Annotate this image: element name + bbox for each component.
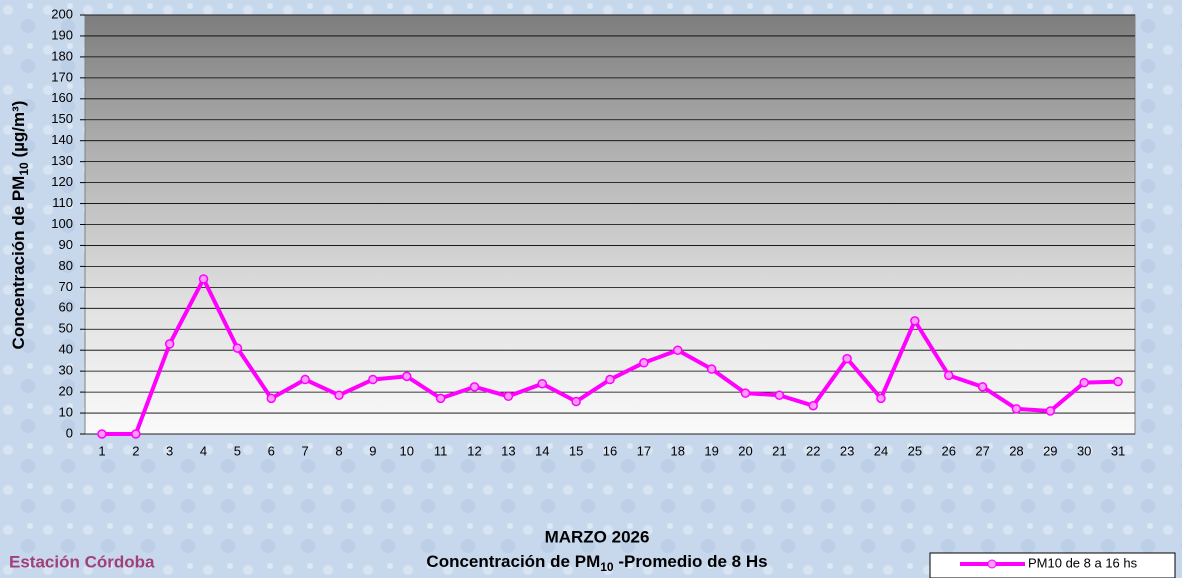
y-tick-label: 180 <box>51 48 73 63</box>
x-tick-label: 22 <box>806 443 820 458</box>
y-tick-label: 150 <box>51 111 73 126</box>
data-point <box>471 383 479 391</box>
y-label-text: Concentración de PM <box>9 176 28 350</box>
x-tick-label: 20 <box>738 443 752 458</box>
data-point <box>200 275 208 283</box>
x-tick-label: 5 <box>234 443 241 458</box>
x-tick-label: 14 <box>535 443 549 458</box>
y-tick-label: 80 <box>59 258 73 273</box>
data-point <box>301 376 309 384</box>
x-tick-label: 27 <box>975 443 989 458</box>
y-tick-label: 130 <box>51 153 73 168</box>
x-tick-label: 6 <box>268 443 275 458</box>
y-tick-label: 60 <box>59 300 73 315</box>
y-tick-label: 100 <box>51 216 73 231</box>
x-tick-label: 3 <box>166 443 173 458</box>
y-tick-label: 70 <box>59 279 73 294</box>
data-point <box>132 430 140 438</box>
x-tick-label: 13 <box>501 443 515 458</box>
x-tick-label: 18 <box>671 443 685 458</box>
station: Estación Córdoba <box>9 552 155 571</box>
chart: Concentración de PM10 (µg/m³) MARZO 2026… <box>0 0 1182 578</box>
data-point <box>538 380 546 388</box>
y-tick-label: 140 <box>51 132 73 147</box>
subtitle-rest: -Promedio de 8 Hs <box>614 552 768 571</box>
data-point <box>1114 378 1122 386</box>
data-point <box>843 355 851 363</box>
y-tick-label: 0 <box>66 425 73 440</box>
data-point <box>674 346 682 354</box>
x-tick-label: 21 <box>772 443 786 458</box>
data-point <box>775 391 783 399</box>
data-point <box>1046 407 1054 415</box>
x-tick-label: 29 <box>1043 443 1057 458</box>
y-tick-label: 10 <box>59 404 73 419</box>
data-point <box>809 402 817 410</box>
data-point <box>437 394 445 402</box>
x-tick-label: 10 <box>400 443 414 458</box>
data-point <box>945 371 953 379</box>
legend-marker <box>988 560 996 568</box>
y-tick-label: 160 <box>51 90 73 105</box>
subtitle-text: Concentración de PM <box>426 552 600 571</box>
x-tick-label: 15 <box>569 443 583 458</box>
data-point <box>979 383 987 391</box>
data-point <box>335 391 343 399</box>
y-tick-label: 90 <box>59 237 73 252</box>
data-point <box>741 389 749 397</box>
x-tick-label: 16 <box>603 443 617 458</box>
x-tick-label: 23 <box>840 443 854 458</box>
data-point <box>504 392 512 400</box>
x-tick-label: 17 <box>637 443 651 458</box>
x-tick-label: 26 <box>941 443 955 458</box>
y-tick-label: 170 <box>51 69 73 84</box>
data-point <box>606 376 614 384</box>
chart-subtitle: Concentración de PM10 -Promedio de 8 Hs <box>426 552 767 574</box>
chart-title: MARZO 2026 <box>545 527 650 546</box>
y-tick-label: 50 <box>59 321 73 336</box>
data-point <box>369 376 377 384</box>
x-tick-label: 30 <box>1077 443 1091 458</box>
data-point <box>403 372 411 380</box>
y-tick-label: 190 <box>51 27 73 42</box>
y-tick-label: 40 <box>59 342 73 357</box>
y-tick-label: 120 <box>51 174 73 189</box>
subtitle-sub: 10 <box>600 560 614 574</box>
x-tick-label: 31 <box>1111 443 1125 458</box>
data-point <box>1080 379 1088 387</box>
x-tick-label: 8 <box>335 443 342 458</box>
data-point <box>877 394 885 402</box>
data-point <box>572 398 580 406</box>
y-tick-label: 200 <box>51 6 73 21</box>
x-tick-label: 7 <box>302 443 309 458</box>
data-point <box>911 317 919 325</box>
y-tick-label: 20 <box>59 384 73 399</box>
x-tick-label: 25 <box>908 443 922 458</box>
y-tick-label: 110 <box>52 195 73 210</box>
y-label-sub: 10 <box>17 162 31 176</box>
legend-label: PM10 de 8 a 16 hs <box>1028 555 1138 570</box>
data-point <box>166 340 174 348</box>
x-tick-label: 1 <box>98 443 105 458</box>
x-tick-label: 2 <box>132 443 139 458</box>
y-label-unit: (µg/m³) <box>9 101 28 163</box>
data-point <box>640 359 648 367</box>
data-point <box>98 430 106 438</box>
x-tick-label: 12 <box>467 443 481 458</box>
data-point <box>233 344 241 352</box>
x-tick-label: 28 <box>1009 443 1023 458</box>
x-tick-label: 11 <box>434 443 448 458</box>
y-tick-label: 30 <box>59 363 73 378</box>
x-tick-label: 4 <box>200 443 207 458</box>
x-tick-label: 19 <box>704 443 718 458</box>
data-point <box>267 394 275 402</box>
data-point <box>1012 405 1020 413</box>
x-tick-label: 24 <box>874 443 888 458</box>
x-tick-label: 9 <box>369 443 376 458</box>
y-axis-label: Concentración de PM10 (µg/m³) <box>9 101 31 350</box>
data-point <box>708 365 716 373</box>
